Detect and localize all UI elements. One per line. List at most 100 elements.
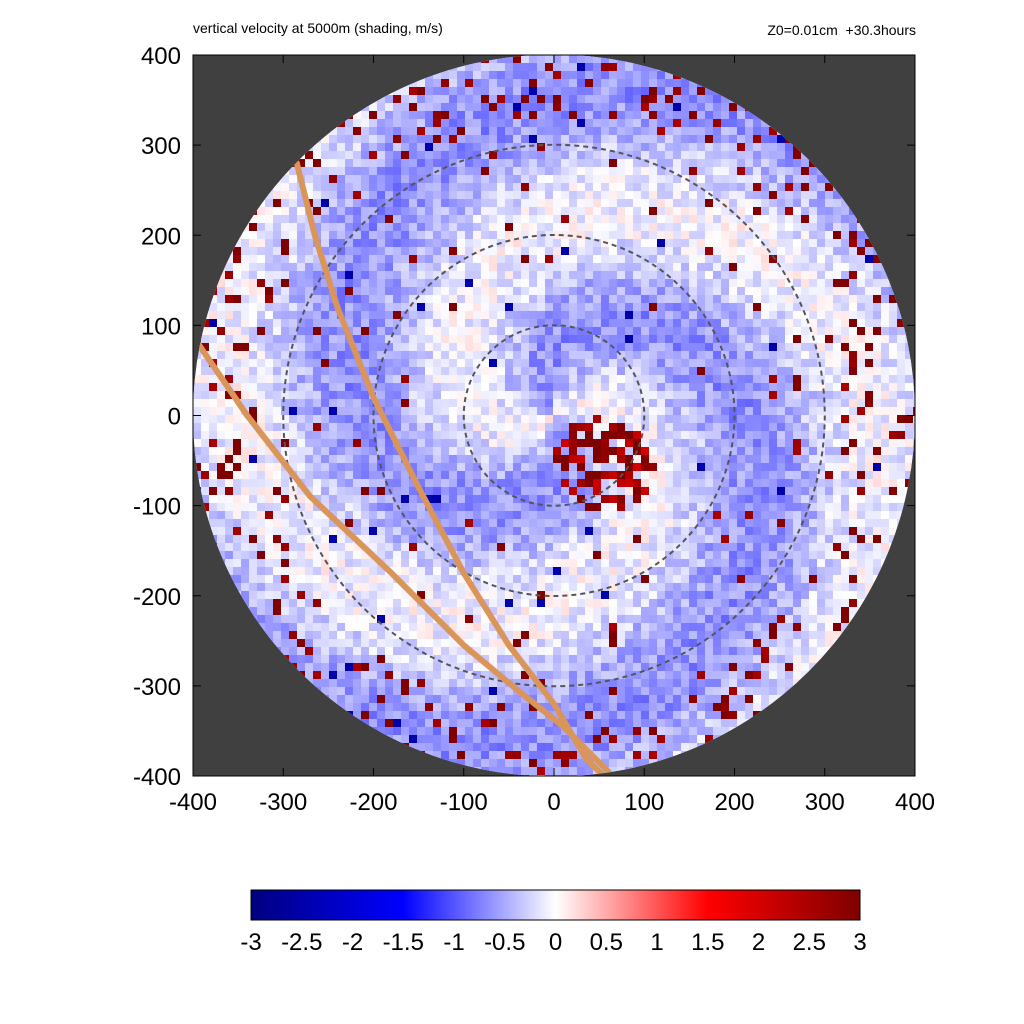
shading-cell [641, 391, 649, 399]
shading-cell [249, 239, 257, 247]
shading-cell [265, 383, 273, 391]
shading-cell [649, 167, 657, 175]
shading-cell [289, 543, 297, 551]
shading-cell [209, 407, 217, 415]
shading-cell [657, 327, 665, 335]
shading-cell [665, 399, 673, 407]
shading-cell [729, 399, 737, 407]
shading-cell [689, 327, 697, 335]
shading-cell [521, 119, 529, 127]
shading-cell [209, 423, 217, 431]
shading-cell [273, 263, 281, 271]
shading-cell [401, 279, 409, 287]
shading-cell [681, 487, 689, 495]
shading-cell [553, 551, 561, 559]
shading-cell [617, 151, 625, 159]
shading-cell [201, 327, 209, 335]
shading-cell [505, 455, 513, 463]
shading-cell [601, 111, 609, 119]
shading-cell [665, 263, 673, 271]
shading-cell [721, 199, 729, 207]
shading-cell [729, 471, 737, 479]
shading-cell [689, 479, 697, 487]
shading-cell [241, 271, 249, 279]
shading-cell [569, 343, 577, 351]
shading-cell [673, 287, 681, 295]
shading-cell [473, 399, 481, 407]
shading-cell [241, 295, 249, 303]
shading-cell [545, 303, 553, 311]
shading-cell [649, 455, 657, 463]
shading-cell [761, 495, 769, 503]
shading-cell [737, 527, 745, 535]
shading-cell [777, 391, 785, 399]
shading-cell [489, 151, 497, 159]
shading-cell [217, 519, 225, 527]
shading-cell [297, 455, 305, 463]
shading-cell [849, 295, 857, 303]
shading-cell [841, 543, 849, 551]
shading-cell [529, 183, 537, 191]
shading-cell [233, 535, 241, 543]
shading-cell [817, 503, 825, 511]
shading-cell [289, 327, 297, 335]
shading-cell [689, 303, 697, 311]
shading-cell [489, 511, 497, 519]
shading-cell [849, 263, 857, 271]
shading-cell [497, 335, 505, 343]
shading-cell [257, 319, 265, 327]
shading-cell [473, 335, 481, 343]
shading-cell [377, 399, 385, 407]
shading-cell [321, 359, 329, 367]
shading-cell [729, 199, 737, 207]
shading-cell [641, 423, 649, 431]
shading-cell [593, 359, 601, 367]
shading-cell [793, 335, 801, 343]
shading-cell [561, 143, 569, 151]
shading-cell [353, 567, 361, 575]
shading-cell [881, 455, 889, 463]
shading-cell [449, 423, 457, 431]
shading-cell [905, 463, 913, 471]
shading-cell [425, 543, 433, 551]
shading-cell [889, 319, 897, 327]
shading-cell [561, 119, 569, 127]
shading-cell [505, 239, 513, 247]
shading-cell [489, 303, 497, 311]
shading-cell [281, 391, 289, 399]
shading-cell [465, 111, 473, 119]
shading-cell [577, 335, 585, 343]
shading-cell [873, 391, 881, 399]
shading-cell [329, 151, 337, 159]
shading-cell [489, 63, 497, 71]
shading-cell [561, 223, 569, 231]
shading-cell [673, 431, 681, 439]
shading-cell [721, 439, 729, 447]
shading-cell [601, 479, 609, 487]
shading-cell [313, 551, 321, 559]
shading-cell [649, 207, 657, 215]
shading-cell [233, 271, 241, 279]
shading-cell [473, 567, 481, 575]
shading-cell [465, 343, 473, 351]
shading-cell [577, 471, 585, 479]
shading-cell [377, 159, 385, 167]
shading-cell [457, 479, 465, 487]
shading-cell [281, 287, 289, 295]
shading-cell [769, 383, 777, 391]
shading-cell [569, 111, 577, 119]
shading-cell [633, 519, 641, 527]
shading-cell [873, 399, 881, 407]
shading-cell [425, 135, 433, 143]
shading-cell [297, 447, 305, 455]
shading-cell [649, 159, 657, 167]
shading-cell [857, 511, 865, 519]
shading-cell [641, 511, 649, 519]
shading-cell [713, 351, 721, 359]
shading-cell [257, 519, 265, 527]
shading-cell [289, 215, 297, 223]
shading-cell [817, 479, 825, 487]
shading-cell [465, 175, 473, 183]
shading-cell [633, 455, 641, 463]
shading-cell [601, 55, 609, 63]
